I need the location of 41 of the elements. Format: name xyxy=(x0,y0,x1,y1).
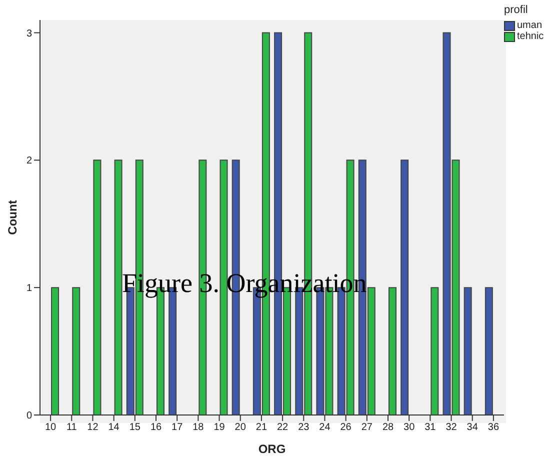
x-tick-label: 28 xyxy=(382,422,394,434)
y-axis-title: Count xyxy=(5,200,20,235)
x-tick-label: 30 xyxy=(404,422,416,434)
bar xyxy=(484,287,493,415)
x-tick-label: 15 xyxy=(129,422,141,434)
x-tick-label: 14 xyxy=(108,422,120,434)
legend-label: uman xyxy=(517,20,542,31)
y-tick-label: 2 xyxy=(26,156,32,167)
x-tick-label: 34 xyxy=(466,422,478,434)
x-tick-label: 17 xyxy=(172,422,184,434)
x-tick-label: 19 xyxy=(214,422,226,434)
bar xyxy=(464,287,472,415)
x-tick-label: 32 xyxy=(446,422,458,434)
bar xyxy=(388,287,396,415)
y-tick-label: 0 xyxy=(26,410,32,422)
legend-label: tehnic xyxy=(517,31,544,42)
x-tick-label: 11 xyxy=(66,422,78,434)
x-tick-label: 18 xyxy=(192,422,204,434)
bar xyxy=(72,287,80,415)
x-tick-label: 21 xyxy=(256,422,268,434)
x-tick-label: 12 xyxy=(87,422,99,434)
bar xyxy=(220,160,228,415)
x-tick-label: 36 xyxy=(488,422,500,434)
x-tick-label: 23 xyxy=(298,422,310,434)
x-tick-label: 26 xyxy=(340,422,352,434)
x-tick-label: 24 xyxy=(319,422,331,434)
bar xyxy=(93,160,102,415)
legend-title: profil xyxy=(504,4,529,16)
y-tick-label: 3 xyxy=(26,28,32,40)
bar xyxy=(114,160,122,415)
x-tick-label: 31 xyxy=(424,422,436,434)
x-axis-title: ORG xyxy=(258,442,286,456)
x-tick-label: 10 xyxy=(44,422,57,434)
bar xyxy=(400,160,409,415)
y-tick-label: 1 xyxy=(26,283,32,294)
x-tick-label: 16 xyxy=(150,422,162,434)
x-tick-label: 27 xyxy=(361,422,373,434)
bar xyxy=(51,287,60,415)
bar xyxy=(430,287,439,415)
x-tick-label: 20 xyxy=(234,422,246,434)
x-tick-label: 22 xyxy=(276,422,289,434)
